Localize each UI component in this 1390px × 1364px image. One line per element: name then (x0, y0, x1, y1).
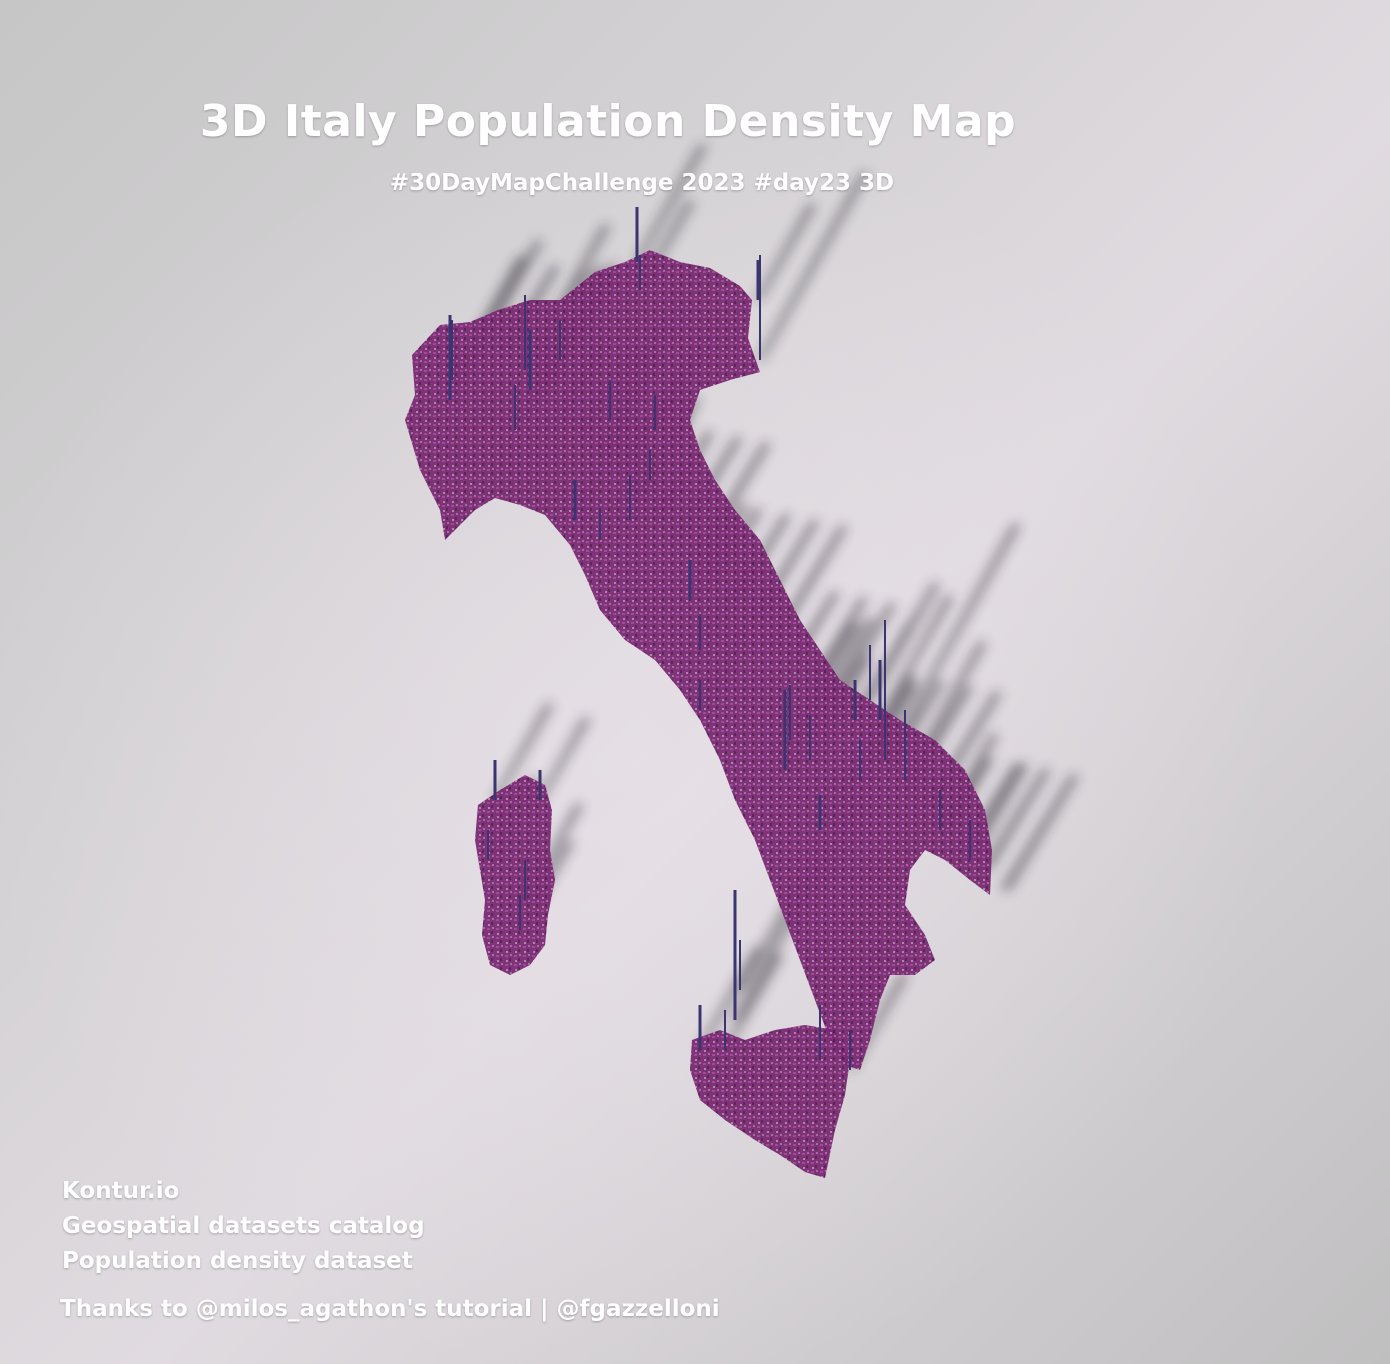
terrain-shadow (1000, 775, 1079, 890)
peak-shadow (882, 524, 1021, 760)
italy-mainland (405, 250, 992, 1070)
peak-shadow (757, 173, 869, 360)
terrain-shadow (980, 769, 1051, 870)
peak-shadow (722, 954, 784, 1050)
credit-thanks: Thanks to @milos_agathon's tutorial | @f… (60, 1296, 720, 1322)
terrain-shadow (826, 603, 897, 704)
peak-shadow (537, 718, 592, 800)
credit-source: Kontur.io (62, 1178, 180, 1204)
credit-dataset: Population density dataset (62, 1248, 413, 1274)
sicily (690, 1025, 850, 1178)
map-subtitle: #30DayMapChallenge 2023 #day23 3D (389, 170, 895, 196)
peak-shadow (697, 947, 763, 1050)
population-peaks (448, 207, 971, 1070)
peak-shadow (634, 145, 708, 262)
peak-shadow (755, 204, 817, 300)
peak-shadow (492, 704, 554, 800)
map-title: 3D Italy Population Density Map (199, 96, 1017, 147)
peak-shadow (877, 596, 955, 720)
credit-catalog: Geospatial datasets catalog (62, 1213, 425, 1239)
sardinia (475, 775, 555, 975)
